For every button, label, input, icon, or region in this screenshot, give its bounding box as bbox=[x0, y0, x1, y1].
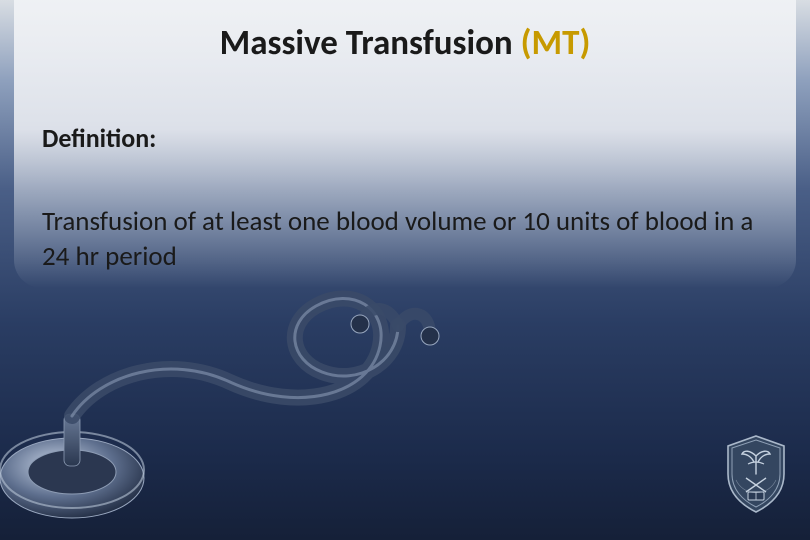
university-shield-icon bbox=[724, 434, 788, 514]
definition-label: Definition: bbox=[42, 122, 156, 154]
title-main-text: Massive Transfusion bbox=[220, 22, 521, 64]
slide-container: Massive Transfusion (MT) Definition: Tra… bbox=[0, 0, 810, 540]
title-highlight-text: (MT) bbox=[521, 22, 591, 64]
slide-title: Massive Transfusion (MT) bbox=[0, 22, 810, 64]
stethoscope-icon bbox=[0, 264, 440, 540]
